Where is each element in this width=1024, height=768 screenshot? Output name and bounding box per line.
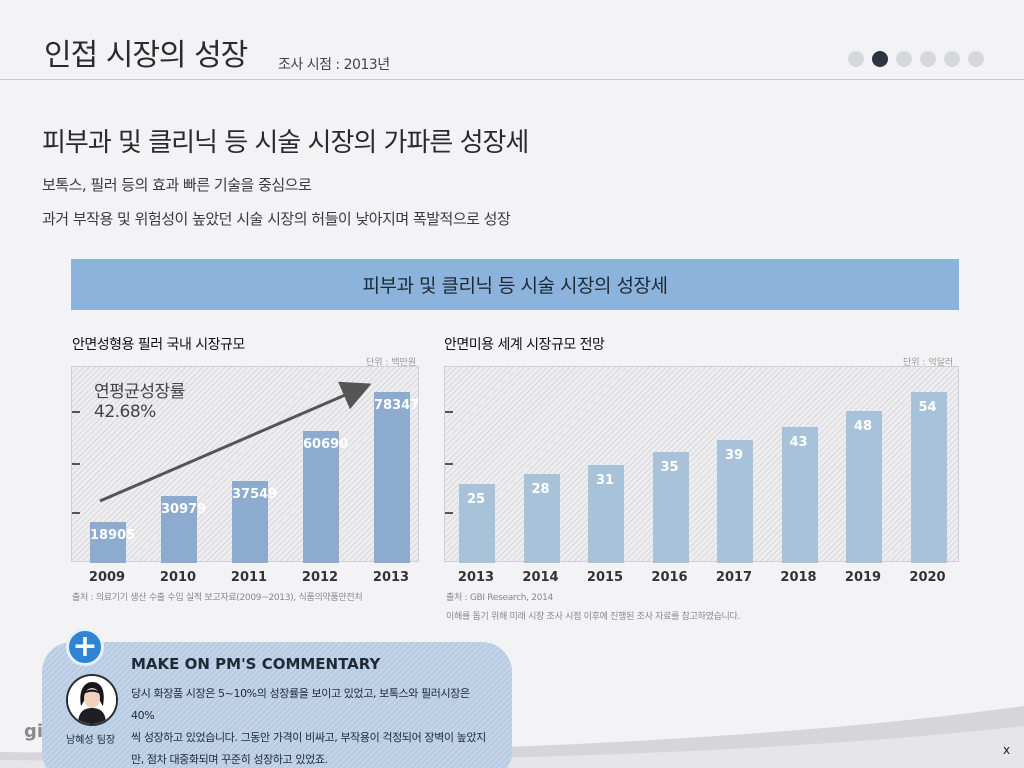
pagination-dots xyxy=(848,51,984,67)
commentary-box xyxy=(42,642,512,768)
commentary-line: 당시 화장품 시장은 5~10%의 성장률을 보이고 있었고, 보톡스와 필러시… xyxy=(131,687,470,722)
bar-2009 xyxy=(90,521,126,563)
left-chart-source: 출처 : 의료기기 생산 수출 수입 실적 보고자료(2009~2013), 식… xyxy=(72,593,363,603)
description-line-2: 과거 부작용 및 위험성이 높았던 시술 시장의 허들이 낮아지며 폭발적으로 … xyxy=(42,210,511,228)
x-tick-label: 2009 xyxy=(88,570,126,585)
x-tick-label: 2012 xyxy=(301,570,339,585)
bar-2017 xyxy=(717,439,753,563)
x-tick-label: 2013 xyxy=(372,570,410,585)
description-line-1: 보톡스, 필러 등의 효과 빠른 기술을 중심으로 xyxy=(42,176,312,194)
commentary-author: 남혜성 팀장 xyxy=(66,735,116,746)
bar-value-label: 35 xyxy=(660,460,679,476)
x-tick-label: 2016 xyxy=(651,570,688,585)
y-tick xyxy=(445,411,453,413)
bar-value-label: 25 xyxy=(467,491,486,507)
x-tick-label: 2010 xyxy=(159,570,197,585)
bar-2019 xyxy=(846,411,882,563)
x-tick-label: 2017 xyxy=(715,570,753,585)
bar-value-label: 31 xyxy=(596,473,615,488)
bar-value-label: 18905 xyxy=(90,527,136,543)
right-chart-note: 이해를 돕기 위해 미래 시장 조사 시점 이후에 진행된 조사 자료를 참고하… xyxy=(446,612,741,622)
plus-icon[interactable]: + xyxy=(66,628,104,666)
page-dot-1[interactable] xyxy=(848,51,864,67)
right-chart-unit: 단위 : 억달러 xyxy=(903,358,954,368)
commentary-title: MAKE ON PM'S COMMENTARY xyxy=(131,655,381,673)
chart-banner: 피부과 및 클리닉 등 시술 시장의 성장세 xyxy=(71,259,959,310)
cagr-label: 연평균성장률 xyxy=(94,382,185,402)
footer-swoosh xyxy=(0,706,1024,768)
y-tick xyxy=(72,411,80,413)
bar-value-label: 48 xyxy=(854,419,873,435)
commentary-line: 만, 점차 대중화되며 꾸준히 성장하고 있었죠. xyxy=(131,753,328,766)
y-tick xyxy=(445,463,453,465)
bar-2013 xyxy=(459,483,495,563)
commentary-text: 당시 화장품 시장은 5~10%의 성장률을 보이고 있었고, 보톡스와 필러시… xyxy=(131,683,491,768)
y-tick xyxy=(72,463,80,465)
y-tick xyxy=(445,512,453,514)
right-chart-title: 안면미용 세계 시장규모 전망 xyxy=(444,337,605,353)
left-chart-title: 안면성형용 필러 국내 시장규모 xyxy=(72,337,245,353)
y-tick xyxy=(72,512,80,514)
page-dot-5[interactable] xyxy=(944,51,960,67)
bar-value-label: 30979 xyxy=(161,501,207,517)
left-chart-unit: 단위 : 백만원 xyxy=(366,358,417,368)
bar-2011 xyxy=(232,481,268,563)
title-bar: 인접 시장의 성장 조사 시점 : 2013년 xyxy=(0,0,1024,80)
right-chart-source: 출처 : GBI Research, 2014 xyxy=(446,593,553,603)
bar-2020 xyxy=(910,392,947,563)
bar-2010 xyxy=(161,495,197,563)
bar-value-label: 39 xyxy=(725,447,744,463)
right-chart-plot: 25 28 31 35 39 43 48 54 xyxy=(444,366,959,563)
page-dot-2[interactable] xyxy=(872,51,888,67)
bar-2018 xyxy=(781,427,818,563)
x-tick-label: 2019 xyxy=(844,570,882,585)
x-tick-label: 2018 xyxy=(780,570,817,585)
commentary-line: 씩 성장하고 있었습니다. 그동안 가격이 비싸고, 부작용이 걱정되어 장벽이… xyxy=(131,731,486,744)
cagr-value: 42.68% xyxy=(94,402,156,422)
person-icon xyxy=(68,676,116,724)
bar-value-label: 37549 xyxy=(232,487,278,503)
bar-2013 xyxy=(374,392,410,563)
bar-2016 xyxy=(652,452,689,563)
page-dot-6[interactable] xyxy=(968,51,984,67)
close-button[interactable]: x xyxy=(1003,743,1011,757)
logo: gi xyxy=(24,721,44,742)
x-tick-label: 2013 xyxy=(457,570,495,585)
page-title: 인접 시장의 성장 xyxy=(44,38,248,73)
bar-2012 xyxy=(303,430,339,563)
bar-value-label: 78347 xyxy=(374,398,420,414)
bar-2014 xyxy=(523,474,560,563)
x-tick-label: 2020 xyxy=(909,570,946,585)
x-tick-label: 2011 xyxy=(230,570,268,585)
bar-value-label: 43 xyxy=(789,435,808,451)
x-tick-label: 2014 xyxy=(522,570,559,585)
bar-value-label: 54 xyxy=(918,400,937,416)
page-dot-4[interactable] xyxy=(920,51,936,67)
avatar xyxy=(66,674,118,726)
bar-value-label: 60690 xyxy=(303,436,349,452)
section-heading: 피부과 및 클리닉 등 시술 시장의 가파른 성장세 xyxy=(42,128,529,158)
page-subtitle: 조사 시점 : 2013년 xyxy=(278,57,390,73)
bar-value-label: 28 xyxy=(531,482,550,498)
x-tick-label: 2015 xyxy=(586,570,624,585)
page-dot-3[interactable] xyxy=(896,51,912,67)
bar-2015 xyxy=(588,465,624,563)
